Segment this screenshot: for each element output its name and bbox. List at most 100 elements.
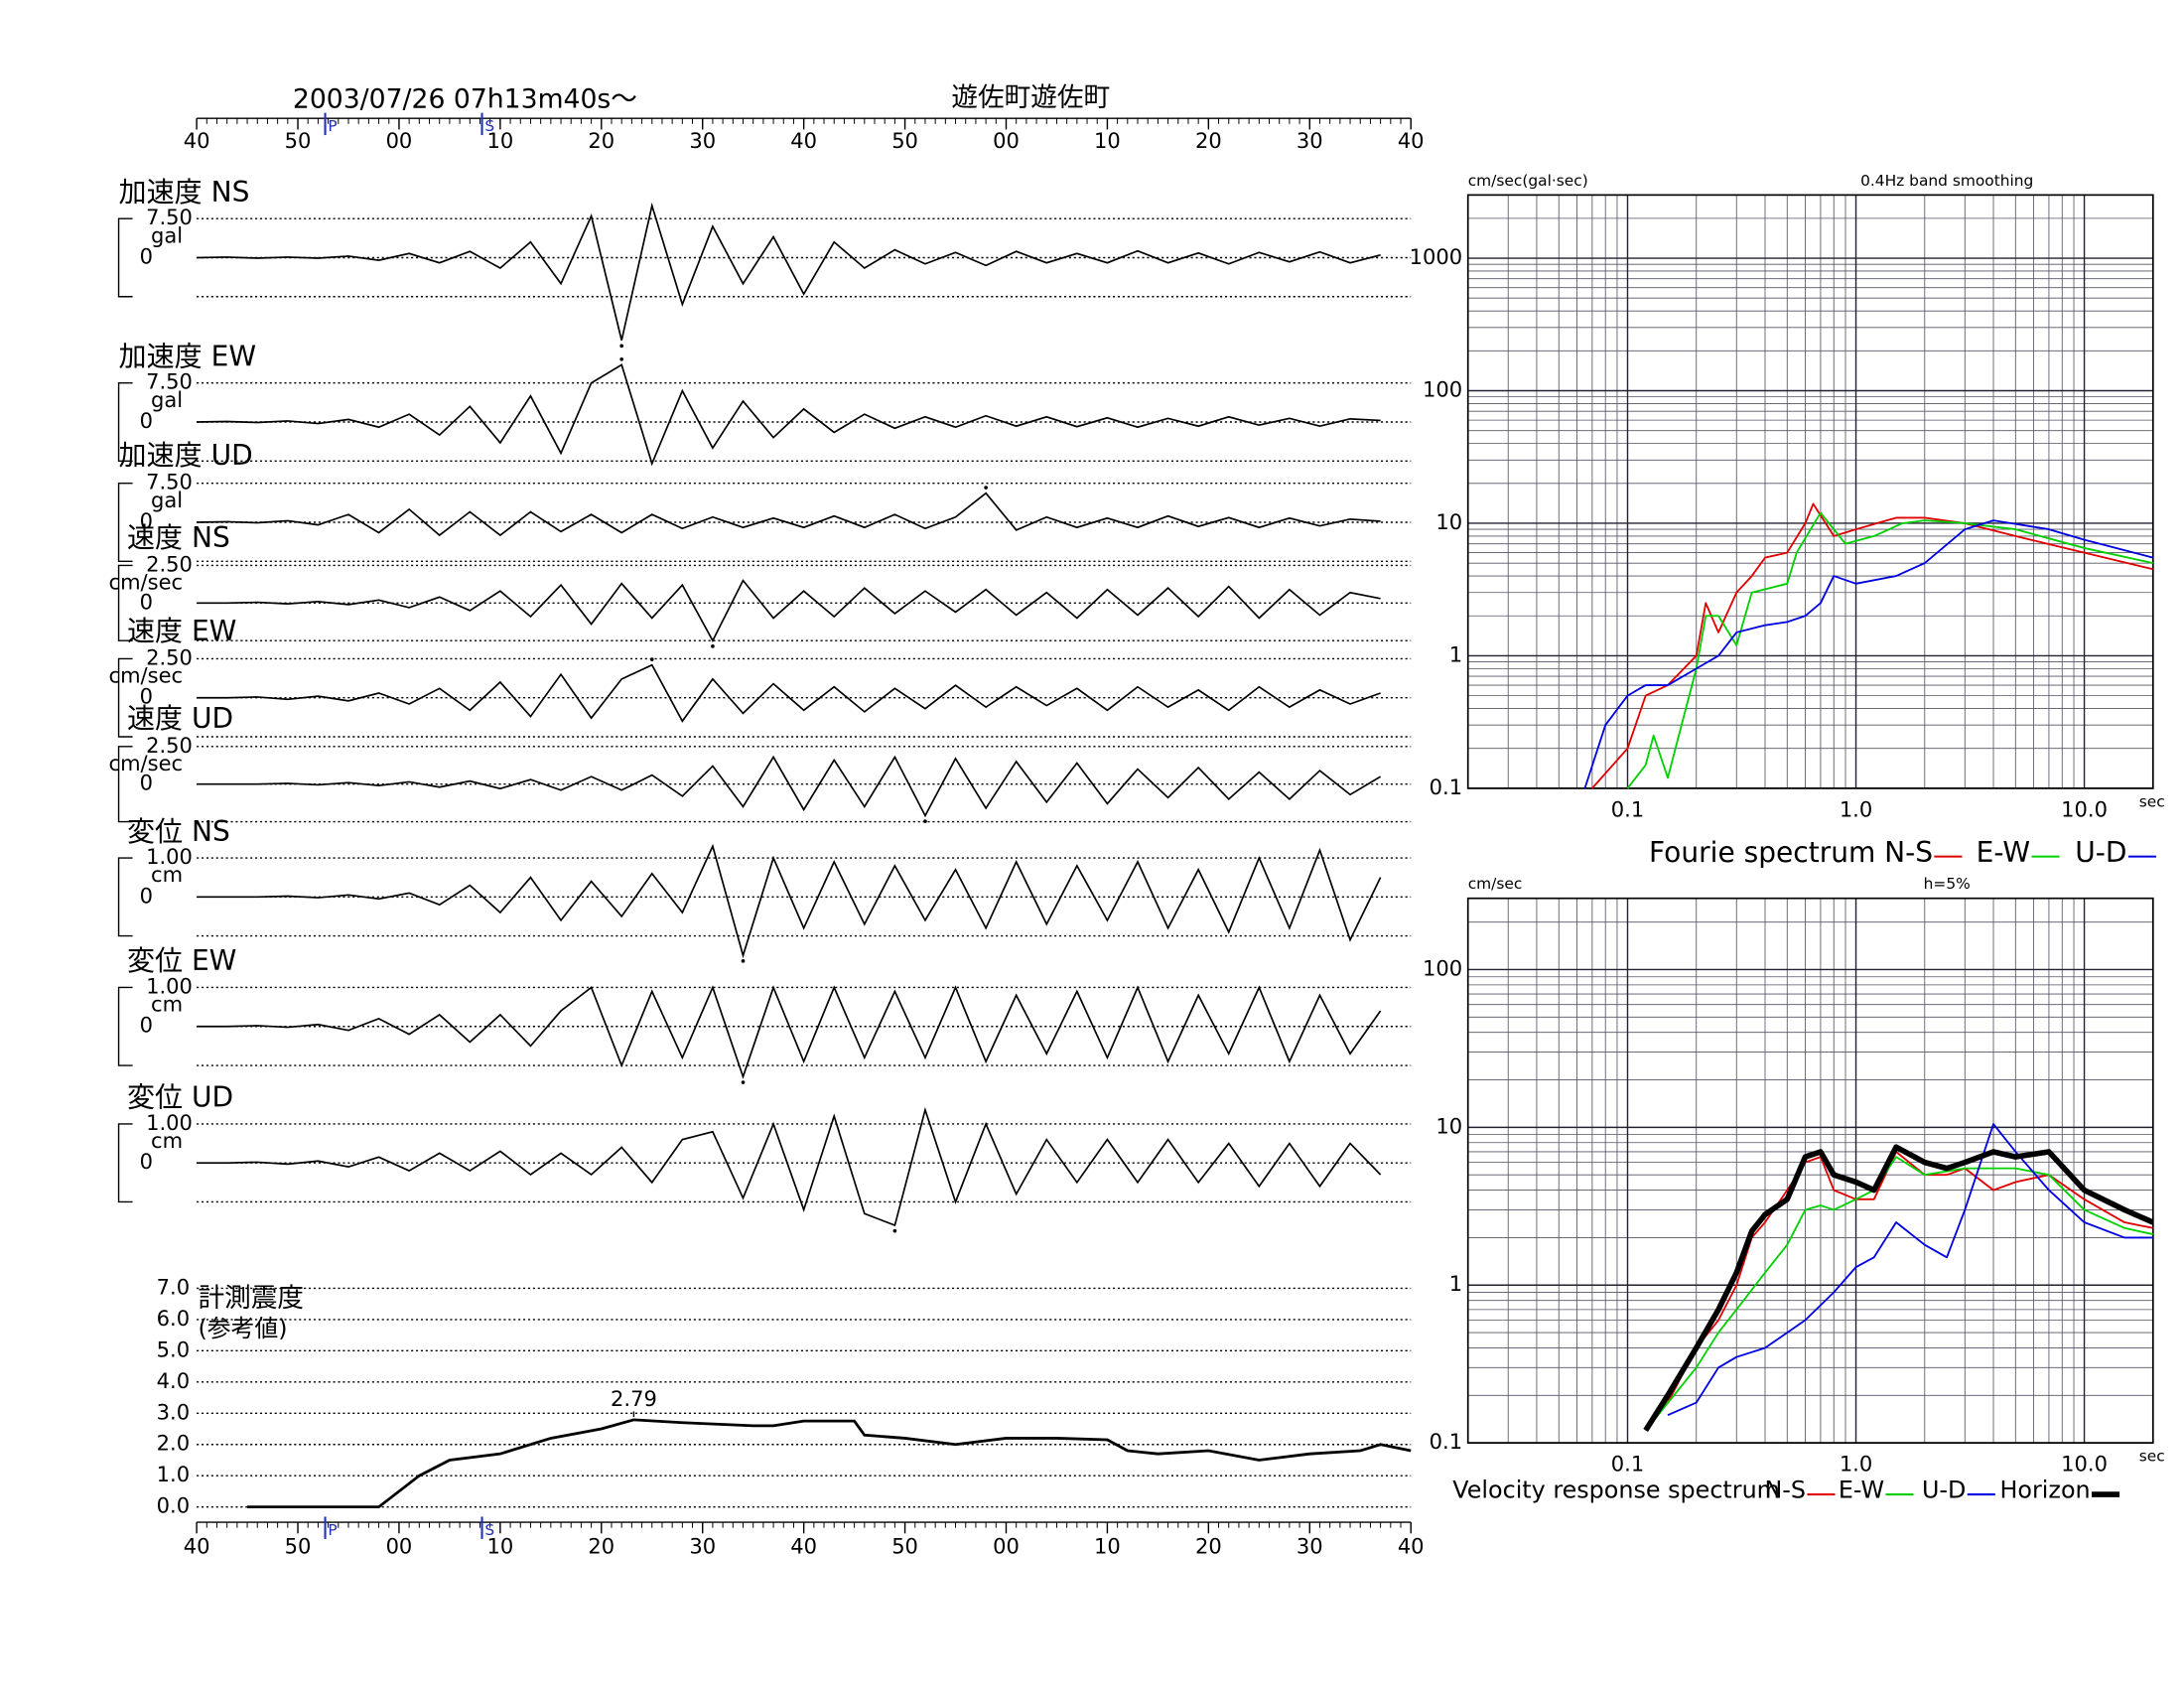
y-tick-label: 0 [140, 684, 153, 709]
y-tick-label: 10 [1435, 1113, 1462, 1138]
x-tick-label: 20 [588, 128, 614, 153]
station-name: 遊佐町遊佐町 [951, 82, 1110, 113]
y-tick-label: 0.0 [157, 1493, 190, 1518]
panel-bracket [117, 746, 133, 823]
spectrum-line [1645, 1156, 2154, 1432]
peak-label: 2.79 [611, 1386, 657, 1411]
y-tick-label: 1.00 [146, 844, 193, 869]
y-tick-label: 5.0 [157, 1336, 190, 1361]
x-tick-label: 10.0 [2061, 1452, 2108, 1477]
legend-label: N-S [1884, 836, 1933, 869]
panel-bracket [117, 1123, 133, 1203]
unit-label: gal [151, 222, 183, 247]
y-tick-label: 0 [140, 883, 153, 908]
y-tick-label: 2.50 [146, 733, 193, 758]
waveform [197, 985, 1382, 1080]
x-tick-label: 1.0 [1840, 796, 1872, 821]
phase-marker-label: P [328, 1521, 337, 1539]
legend-title: Velocity response spectrum [1452, 1477, 1780, 1504]
y-tick-label: 0.1 [1430, 1429, 1462, 1454]
legend-label: U-D [2075, 836, 2126, 869]
x-tick-label: 1.0 [1840, 1452, 1872, 1477]
y-tick-label: 2.50 [146, 644, 193, 669]
unit-label: cm [151, 992, 183, 1017]
y-tick-label: 1.00 [146, 1110, 193, 1135]
x-tick-label: 10 [1094, 1533, 1121, 1558]
y-tick-label: 10 [1435, 509, 1462, 534]
x-tick-label: 20 [588, 1533, 614, 1558]
spectrum-line [1626, 511, 2154, 789]
waveform [197, 755, 1382, 818]
panel-label: 加速度 NS [119, 176, 250, 209]
x-tick-label: 40 [790, 1533, 817, 1558]
unit-label: cm [151, 862, 183, 887]
x-tick-label: 30 [1297, 1533, 1323, 1558]
x-tick-label: 50 [285, 1533, 312, 1558]
y-tick-label: 0 [140, 1149, 153, 1174]
waveform [197, 579, 1381, 643]
y-tick-label: 1000 [1410, 244, 1462, 269]
peak-dot [711, 644, 715, 648]
y-tick-label: 0 [140, 589, 153, 614]
peak-dot [741, 958, 746, 963]
phase-marker-label: P [328, 117, 337, 135]
x-tick-label: 00 [993, 1533, 1020, 1558]
x-tick-label: 10 [487, 128, 514, 153]
panel-label: 加速度 UD [119, 439, 253, 472]
y-tick-label: 3.0 [157, 1399, 190, 1424]
y-tick-label: 0 [140, 771, 153, 795]
panel-bracket [117, 857, 133, 937]
unit-label: cm/sec [109, 570, 184, 595]
x-tick-label: 10 [487, 1533, 514, 1558]
spectrum-line [1583, 519, 2154, 789]
panel-bracket [117, 986, 133, 1066]
panel-bracket [117, 657, 133, 738]
y-tick-label: 0 [140, 508, 153, 533]
plot-frame [1466, 897, 2154, 1444]
panel-label: 速度 NS [127, 521, 230, 554]
spectrum-line [1643, 1144, 2154, 1433]
record-time: 2003/07/26 07h13m40s〜 [293, 83, 637, 114]
unit-label: cm/sec [109, 663, 184, 688]
x-tick-label: 30 [1297, 128, 1323, 153]
x-tick-label: 40 [1398, 128, 1425, 153]
panel-label: 変位 UD [127, 1081, 233, 1114]
plot-frame [1466, 194, 2154, 789]
y-tick-label: 1 [1449, 1271, 1462, 1296]
legend-label: E-W [1977, 836, 2030, 869]
waveform [197, 663, 1381, 723]
unit-label: cm [151, 1128, 183, 1153]
waveform [197, 492, 1381, 537]
y-tick-label: 1.00 [146, 973, 193, 998]
x-tick-label: 20 [1195, 128, 1222, 153]
x-tick-label: 30 [689, 128, 716, 153]
panel-label: 速度 UD [127, 702, 233, 735]
legend-label: E-W [1839, 1477, 1884, 1504]
legend-label: Horizon [2000, 1477, 2091, 1504]
y-tick-label: 1.0 [157, 1462, 190, 1486]
unit-label: gal [151, 488, 183, 512]
x-tick-label: 30 [689, 1533, 716, 1558]
intensity-line [247, 1418, 1412, 1509]
panel-label: 変位 EW [127, 944, 236, 977]
legend-title: Fourie spectrum [1649, 836, 1875, 869]
note: h=5% [1924, 875, 1971, 893]
x-tick-label: 0.1 [1611, 1452, 1644, 1477]
peak-dot [741, 1080, 746, 1084]
x-tick-label: 00 [993, 128, 1020, 153]
x-tick-label: 10.0 [2061, 796, 2108, 821]
waveform [197, 843, 1382, 959]
y-tick-label: 0 [140, 1013, 153, 1038]
y-tick-label: 1 [1449, 641, 1462, 666]
y-tick-label: 7.50 [146, 205, 193, 229]
y-tick-label: 100 [1423, 377, 1462, 402]
x-tick-label: 0.1 [1611, 796, 1644, 821]
peak-dot [619, 344, 624, 349]
x-tick-label: 50 [285, 128, 312, 153]
x-tick-label: 50 [891, 128, 918, 153]
peak-dot [649, 657, 654, 661]
x-tick-label: 50 [891, 1533, 918, 1558]
waveform [197, 202, 1381, 341]
